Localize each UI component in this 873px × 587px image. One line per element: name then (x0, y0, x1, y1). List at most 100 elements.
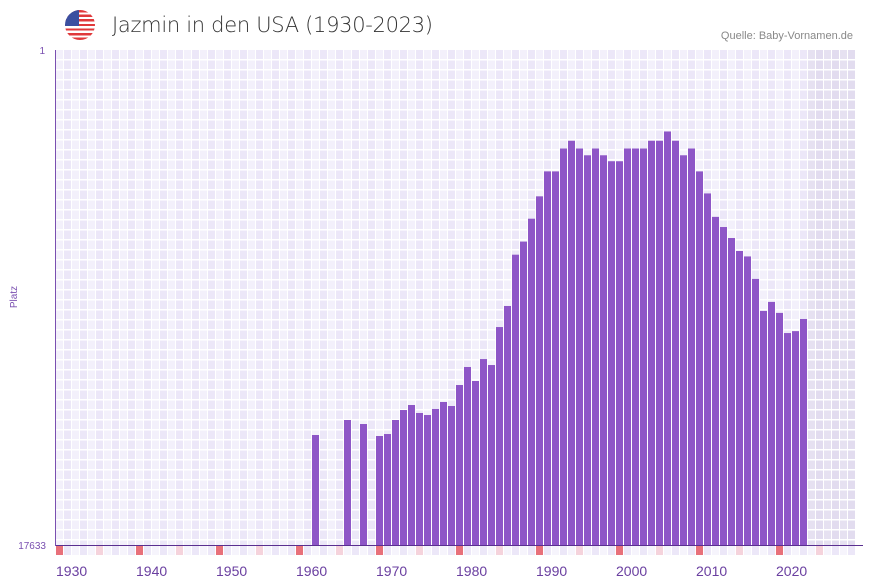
bar-2010[interactable] (696, 171, 703, 546)
bar-1998[interactable] (600, 155, 607, 546)
year-marker (216, 546, 223, 555)
bar-1995[interactable] (576, 148, 583, 545)
bar-1985[interactable] (496, 327, 503, 545)
bar-1973[interactable] (400, 410, 407, 545)
bar-1972[interactable] (392, 420, 399, 545)
year-marker (552, 546, 559, 555)
bar-1971[interactable] (384, 434, 391, 545)
bar-1962[interactable] (312, 435, 319, 545)
bar-2012[interactable] (712, 216, 719, 545)
year-marker (136, 546, 143, 555)
year-marker (720, 546, 727, 555)
bar-1994[interactable] (568, 140, 575, 545)
year-marker (320, 546, 327, 555)
bar-1997[interactable] (592, 148, 599, 545)
bar-1978[interactable] (440, 401, 447, 545)
year-marker (616, 546, 623, 555)
bar-2007[interactable] (672, 140, 679, 545)
grid-line (56, 279, 863, 281)
bar-1976[interactable] (424, 415, 431, 545)
bar-1991[interactable] (544, 171, 551, 546)
grid-column (264, 50, 271, 545)
grid-column (488, 50, 495, 545)
bar-2009[interactable] (688, 148, 695, 545)
year-marker (680, 546, 687, 555)
grid-column (120, 50, 127, 545)
year-marker (632, 546, 639, 555)
bar-1999[interactable] (608, 161, 615, 545)
bar-1987[interactable] (512, 254, 519, 546)
x-tick-label: 1970 (376, 563, 407, 579)
year-marker (728, 546, 735, 555)
year-marker (384, 546, 391, 555)
year-marker (464, 546, 471, 555)
year-marker (800, 546, 807, 555)
year-marker (232, 546, 239, 555)
year-marker (488, 546, 495, 555)
bar-2014[interactable] (728, 238, 735, 545)
bar-2005[interactable] (656, 140, 663, 545)
grid-column (840, 50, 847, 545)
bar-1979[interactable] (448, 405, 455, 545)
year-marker (512, 546, 519, 555)
bar-1982[interactable] (472, 381, 479, 545)
bar-1984[interactable] (488, 365, 495, 545)
year-marker (704, 546, 711, 555)
grid-column (168, 50, 175, 545)
grid-line (56, 309, 863, 311)
bar-1992[interactable] (552, 171, 559, 546)
x-tick-label: 1990 (536, 563, 567, 579)
year-marker (624, 546, 631, 555)
bar-1986[interactable] (504, 305, 511, 545)
bar-2003[interactable] (640, 148, 647, 545)
bar-2013[interactable] (720, 227, 727, 545)
grid-column (408, 50, 415, 545)
bar-1993[interactable] (560, 148, 567, 545)
bar-2001[interactable] (624, 148, 631, 545)
bar-2008[interactable] (680, 155, 687, 546)
year-marker (744, 546, 751, 555)
bar-1996[interactable] (584, 155, 591, 546)
bar-1974[interactable] (408, 404, 415, 545)
bar-1970[interactable] (376, 436, 383, 545)
bar-1977[interactable] (432, 408, 439, 545)
bar-2006[interactable] (664, 131, 671, 546)
grid-column (312, 50, 319, 545)
bar-1981[interactable] (464, 366, 471, 545)
x-tick-label: 1950 (216, 563, 247, 579)
bar-2000[interactable] (616, 161, 623, 545)
year-marker (128, 546, 135, 555)
grid-column (768, 50, 775, 545)
bar-1966[interactable] (344, 420, 351, 545)
grid-column (816, 50, 823, 545)
bar-1989[interactable] (528, 218, 535, 545)
bar-2011[interactable] (704, 193, 711, 545)
bar-2018[interactable] (760, 310, 767, 545)
bar-2004[interactable] (648, 140, 655, 545)
grid-column (216, 50, 223, 545)
year-marker (184, 546, 191, 555)
bar-2017[interactable] (752, 278, 759, 545)
bar-2016[interactable] (744, 256, 751, 545)
grid-column (304, 50, 311, 545)
grid-column (792, 50, 799, 545)
bar-2015[interactable] (736, 251, 743, 546)
bar-1988[interactable] (520, 241, 527, 545)
bar-1968[interactable] (360, 424, 367, 545)
grid-line (56, 69, 863, 71)
grid-column (112, 50, 119, 545)
bar-1983[interactable] (480, 359, 487, 545)
bar-2021[interactable] (784, 333, 791, 545)
bar-2002[interactable] (632, 148, 639, 545)
bar-2022[interactable] (792, 331, 799, 545)
year-marker (160, 546, 167, 555)
bar-2020[interactable] (776, 312, 783, 545)
bar-2023[interactable] (800, 318, 807, 545)
bar-1975[interactable] (416, 412, 423, 545)
bar-1990[interactable] (536, 196, 543, 546)
grid-column (776, 50, 783, 545)
chart-title: Jazmin in den USA (1930-2023) (112, 13, 433, 37)
bar-2019[interactable] (768, 301, 775, 545)
bar-1980[interactable] (456, 385, 463, 545)
source-label: Quelle: Baby-Vornamen.de (720, 30, 853, 42)
